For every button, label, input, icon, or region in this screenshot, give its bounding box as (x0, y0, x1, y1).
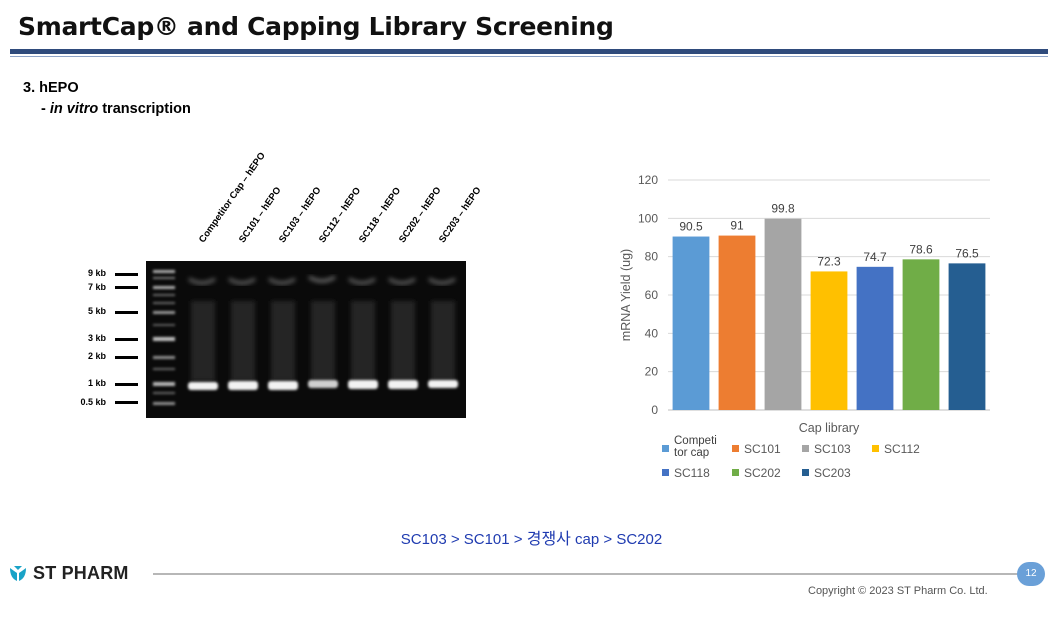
bar (764, 218, 802, 410)
logo-text: ST PHARM (33, 563, 129, 583)
gel-image (146, 261, 466, 418)
st-pharm-logo-icon (10, 565, 26, 581)
bar-data-label: 72.3 (817, 254, 841, 268)
subheading-italic: in vitro (49, 101, 99, 117)
yield-bar-chart: 0 20 40 60 80 100 120 90.5 91 99.8 72.3 74.7 78.6 76.… (619, 173, 990, 480)
title-divider-thin (10, 56, 1048, 57)
legend-swatch (662, 445, 669, 452)
bar-data-label: 74.7 (863, 250, 887, 264)
gel-lane-label: SC203 – hEPO (436, 185, 484, 245)
gel-marker-tick (115, 383, 138, 386)
copyright-text: Copyright © 2023 ST Pharm Co. Ltd. (808, 585, 988, 597)
gel-marker-label: 2 kb (87, 351, 106, 361)
legend-swatch (802, 469, 809, 476)
gel-marker-tick (115, 273, 138, 276)
gel-marker-tick (115, 311, 138, 314)
page-number-badge: 12 (1017, 562, 1045, 586)
ranking-part-1: SC103 > SC101 > (400, 531, 527, 548)
bar-data-label: 91 (730, 219, 744, 233)
bar (810, 271, 848, 410)
gel-panel: Competitor Cap – hEPO SC101 – hEPO SC103… (0, 0, 560, 450)
y-tick-label: 120 (638, 173, 658, 187)
gel-lanes (188, 275, 458, 390)
ranking-part-3: cap > SC202 (570, 531, 663, 548)
y-tick-label: 80 (645, 250, 659, 264)
ranking-text: SC103 > SC101 > 경쟁사 cap > SC202 (0, 525, 1063, 549)
slide-title: SmartCap® and Capping Library Screening (18, 12, 614, 41)
gel-lane-label: SC112 – hEPO (316, 185, 364, 245)
legend-swatch (732, 445, 739, 452)
gel-lane-label: SC103 – hEPO (276, 185, 324, 245)
subheading-prefix: - (41, 101, 50, 117)
bar (902, 259, 940, 410)
gel-ladder (153, 270, 175, 405)
legend-label: SC103 (814, 442, 851, 456)
gel-marker-label: 3 kb (87, 333, 106, 343)
legend-label: SC101 (744, 442, 781, 456)
gel-marker-label: 7 kb (87, 282, 106, 292)
legend-label: SC112 (884, 442, 920, 456)
legend-swatch (732, 469, 739, 476)
bar (948, 263, 986, 410)
gel-marker-tick (115, 338, 138, 341)
gel-lane-label: SC202 – hEPO (396, 185, 444, 245)
legend-label: SC118 (674, 466, 710, 480)
legend-label: SC202 (744, 466, 781, 480)
legend-label: SC203 (814, 466, 851, 480)
gel-marker-label: 0.5 kb (80, 397, 106, 407)
gel-marker-label: 1 kb (87, 378, 106, 388)
bar-data-label: 99.8 (771, 202, 795, 216)
gel-lane-label: Competitor Cap – hEPO (196, 150, 268, 245)
section-heading: 3. hEPO (23, 80, 79, 96)
footer-divider (153, 573, 1021, 575)
y-tick-label: 0 (651, 403, 658, 417)
gel-lane-label: SC101 – hEPO (236, 185, 284, 245)
bar (672, 236, 710, 410)
x-axis-title: Cap library (799, 421, 860, 435)
y-tick-label: 40 (645, 326, 659, 340)
y-tick-label: 100 (638, 211, 658, 225)
legend-label: Competi tor cap (674, 435, 717, 459)
gel-marker-tick (115, 286, 138, 289)
bar-data-label: 78.6 (909, 242, 933, 256)
bar (856, 266, 894, 410)
subheading-suffix: transcription (98, 101, 191, 117)
company-logo: ST PHARM (8, 563, 129, 584)
gel-marker-tick (115, 401, 138, 404)
section-subheading: - in vitro transcription (41, 101, 191, 117)
y-tick-label: 60 (645, 288, 659, 302)
legend-swatch (662, 469, 669, 476)
gel-marker-label: 9 kb (87, 268, 106, 278)
bar (718, 235, 756, 410)
gel-lane-label: SC118 – hEPO (356, 185, 404, 245)
bar-data-label: 76.5 (955, 246, 979, 260)
gel-image-svg (146, 261, 466, 418)
ranking-part-2: 경쟁사 (526, 529, 571, 548)
legend-swatch (872, 445, 879, 452)
y-axis-title: mRNA Yield (ug) (619, 249, 633, 341)
gel-marker-label: 5 kb (87, 306, 106, 316)
gel-marker-tick (115, 356, 138, 359)
bar-data-label: 90.5 (679, 220, 703, 234)
title-divider (10, 49, 1048, 54)
y-tick-label: 20 (645, 365, 659, 379)
legend-swatch (802, 445, 809, 452)
